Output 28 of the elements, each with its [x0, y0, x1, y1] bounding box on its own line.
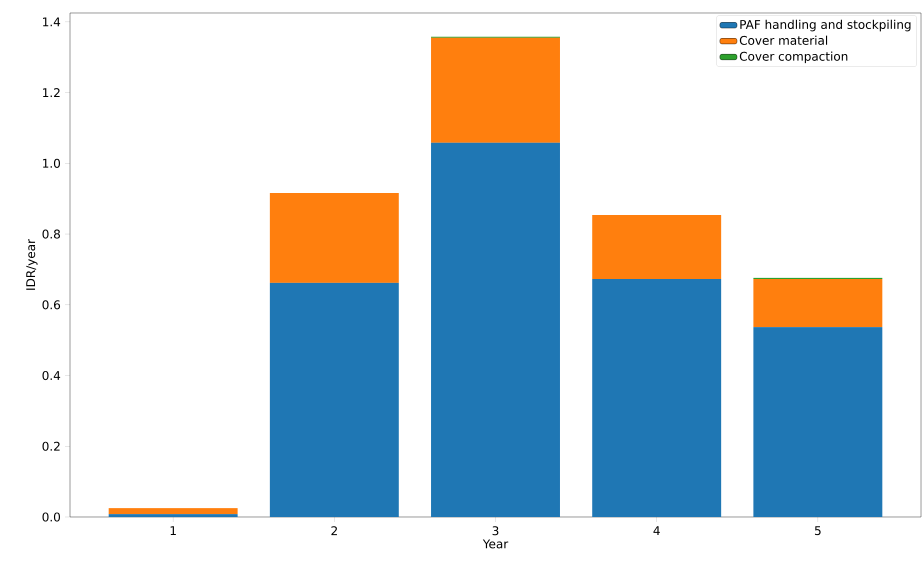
bar: [431, 142, 560, 517]
bar: [108, 514, 238, 517]
bar: [270, 282, 399, 517]
y-tick-label: 0.0: [42, 512, 60, 522]
legend-label: Cover compaction: [740, 52, 848, 64]
y-tick-label: 1.0: [43, 158, 60, 168]
y-tick-label: 0.4: [42, 370, 60, 380]
x-tick-label: 3: [492, 526, 498, 536]
bar: [431, 38, 560, 143]
x-tick-label: 1: [170, 526, 176, 535]
bar: [270, 193, 399, 283]
y-tick-label: 1.2: [43, 88, 60, 98]
x-tick-label: 4: [653, 526, 660, 535]
y-axis-title: IDR/year: [26, 239, 38, 290]
legend-label: Cover material: [740, 36, 828, 45]
y-tick-label: 1.4: [43, 17, 60, 26]
x-tick-label: 2: [331, 526, 337, 536]
bar: [753, 327, 882, 517]
y-tick-label: 0.2: [42, 442, 60, 451]
x-tick-label: 5: [814, 526, 821, 536]
bar: [592, 278, 722, 517]
bar: [108, 508, 238, 514]
y-tick-label: 0.6: [42, 300, 60, 310]
legend-label: PAF handling and stockpiling: [740, 20, 910, 32]
bar: [592, 214, 722, 279]
x-axis-title: Year: [482, 539, 508, 548]
bar: [753, 278, 882, 328]
y-tick-label: 0.8: [42, 230, 60, 239]
